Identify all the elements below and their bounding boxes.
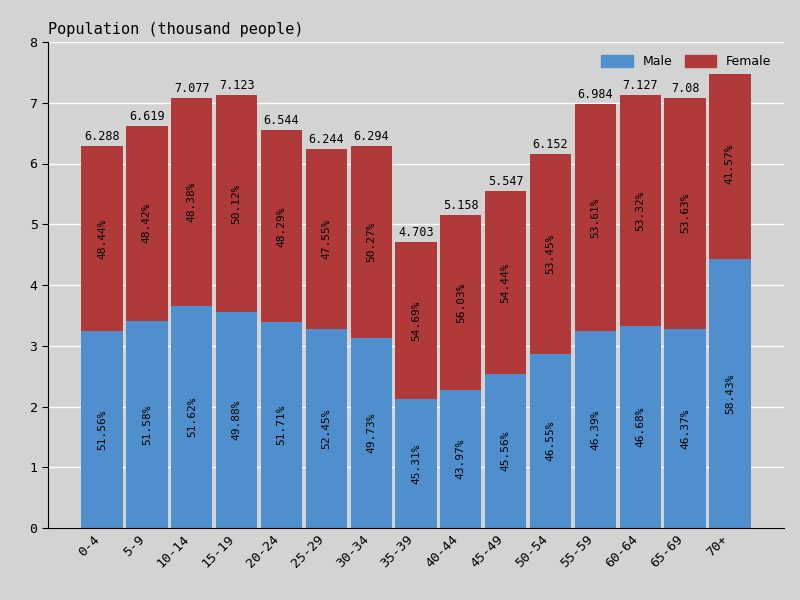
Text: 49.73%: 49.73% (366, 413, 376, 453)
Text: 6.619: 6.619 (129, 110, 165, 123)
Text: 54.44%: 54.44% (501, 262, 510, 303)
Bar (440, 215, 482, 390)
Text: 53.32%: 53.32% (635, 190, 646, 231)
Text: 51.71%: 51.71% (277, 405, 286, 445)
Bar (171, 306, 213, 528)
Text: 53.45%: 53.45% (546, 234, 555, 274)
Text: 49.88%: 49.88% (232, 400, 242, 440)
Bar (710, 68, 750, 259)
Text: 5.547: 5.547 (488, 175, 523, 188)
Text: 50.27%: 50.27% (366, 221, 376, 262)
Bar (574, 331, 616, 528)
Bar (665, 98, 706, 329)
Bar (530, 154, 571, 354)
Bar (261, 322, 302, 528)
Text: 52.45%: 52.45% (322, 408, 331, 449)
Text: 6.544: 6.544 (264, 115, 299, 127)
Text: 7.569: 7.569 (712, 52, 748, 65)
Text: 48.44%: 48.44% (97, 218, 107, 259)
Text: 6.152: 6.152 (533, 138, 568, 151)
Bar (126, 126, 167, 320)
Text: 46.39%: 46.39% (590, 409, 600, 450)
Bar (395, 242, 437, 398)
Text: 6.288: 6.288 (84, 130, 120, 143)
Bar (261, 130, 302, 322)
Text: 50.12%: 50.12% (232, 184, 242, 224)
Bar (665, 329, 706, 528)
Text: 46.68%: 46.68% (635, 407, 646, 447)
Bar (485, 374, 526, 528)
Bar (82, 146, 122, 331)
Text: 53.63%: 53.63% (680, 193, 690, 233)
Text: 7.127: 7.127 (622, 79, 658, 92)
Text: 7.077: 7.077 (174, 82, 210, 95)
Text: 56.03%: 56.03% (456, 282, 466, 323)
Text: Population (thousand people): Population (thousand people) (48, 22, 303, 37)
Text: 45.31%: 45.31% (411, 443, 421, 484)
Bar (530, 354, 571, 528)
Text: 48.42%: 48.42% (142, 203, 152, 244)
Text: 47.55%: 47.55% (322, 218, 331, 259)
Text: 6.294: 6.294 (354, 130, 389, 143)
Bar (350, 146, 392, 338)
Bar (440, 390, 482, 528)
Text: 48.29%: 48.29% (277, 206, 286, 247)
Text: 51.62%: 51.62% (186, 397, 197, 437)
Bar (619, 95, 661, 326)
Text: 43.97%: 43.97% (456, 439, 466, 479)
Bar (350, 338, 392, 528)
Bar (306, 329, 347, 528)
Text: 45.56%: 45.56% (501, 431, 510, 472)
Text: 51.58%: 51.58% (142, 404, 152, 445)
Text: 5.158: 5.158 (443, 199, 478, 212)
Text: 7.123: 7.123 (219, 79, 254, 92)
Text: 54.69%: 54.69% (411, 300, 421, 341)
Bar (485, 191, 526, 374)
Text: 46.55%: 46.55% (546, 421, 555, 461)
Text: 46.37%: 46.37% (680, 408, 690, 449)
Legend: Male, Female: Male, Female (595, 48, 778, 74)
Bar (216, 95, 258, 312)
Text: 6.984: 6.984 (578, 88, 613, 101)
Bar (710, 259, 750, 528)
Text: 51.56%: 51.56% (97, 409, 107, 450)
Bar (306, 149, 347, 329)
Bar (216, 312, 258, 528)
Text: 48.38%: 48.38% (186, 182, 197, 223)
Bar (395, 398, 437, 528)
Bar (574, 104, 616, 331)
Bar (82, 331, 122, 528)
Text: 7.08: 7.08 (671, 82, 699, 95)
Bar (126, 320, 167, 528)
Text: 6.244: 6.244 (309, 133, 344, 146)
Text: 4.703: 4.703 (398, 226, 434, 239)
Bar (171, 98, 213, 306)
Text: 58.43%: 58.43% (725, 373, 735, 414)
Text: 41.57%: 41.57% (725, 143, 735, 184)
Text: 53.61%: 53.61% (590, 197, 600, 238)
Bar (619, 326, 661, 528)
